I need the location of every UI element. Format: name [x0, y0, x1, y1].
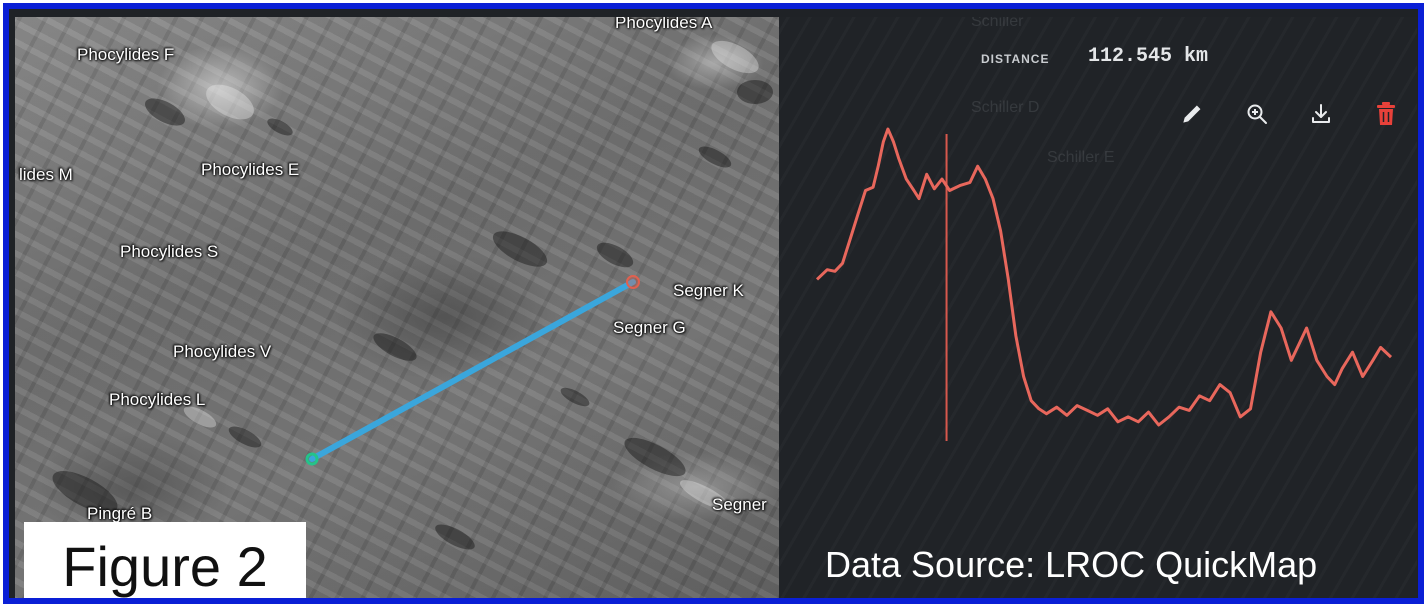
crater: [145, 98, 185, 126]
crater-highlights: [183, 40, 759, 510]
edit-button[interactable]: [1177, 99, 1207, 129]
crater-shadows: [52, 80, 773, 550]
map-label-phocylides-f: Phocylides F: [77, 45, 175, 64]
elevation-profile-chart[interactable]: [779, 17, 1417, 603]
crater: [492, 231, 548, 267]
crater: [596, 242, 634, 268]
crater-rim: [206, 84, 254, 120]
pencil-icon: [1183, 105, 1201, 123]
crater: [624, 437, 686, 477]
crater-rim: [711, 40, 759, 74]
measure-line[interactable]: [309, 279, 636, 462]
map-label-phocylides-v: Phocylides V: [173, 342, 272, 361]
distance-label: DISTANCE: [981, 52, 1050, 66]
ghost-label-schiller-d: Schiller D: [971, 99, 1040, 116]
elevation-series-line: [815, 127, 1393, 427]
map-label-pingre-b: Pingré B: [87, 504, 153, 523]
ghost-label-schiller: Schiller: [971, 17, 1024, 30]
crater: [228, 426, 262, 448]
crater: [435, 524, 475, 550]
download-button[interactable]: [1306, 99, 1336, 129]
lunar-map[interactable]: Phocylides A Phocylides F lides M Phocyl…: [15, 17, 779, 598]
crater: [737, 80, 773, 104]
map-label-segner: Segner: [712, 495, 767, 514]
figure-label: Figure 2: [24, 522, 306, 598]
crater-rim: [183, 406, 217, 428]
map-label-phocylides-e: Phocylides E: [201, 160, 300, 179]
end-marker[interactable]: [626, 275, 640, 289]
ghost-label-schiller-e: Schiller E: [1047, 149, 1115, 166]
crater: [560, 387, 590, 407]
elevation-profile-panel: Schiller Schiller D Schiller E DISTANCE …: [779, 17, 1417, 603]
data-source-label: Data Source: LROC QuickMap: [825, 544, 1318, 585]
map-label-phocylides-a: Phocylides A: [615, 17, 713, 32]
trash-icon: [1377, 102, 1395, 125]
crater: [52, 471, 118, 513]
download-icon: [1312, 104, 1330, 123]
map-label-phocylides-l: Phocylides L: [109, 390, 206, 409]
start-marker[interactable]: [305, 452, 319, 466]
crater: [373, 333, 417, 361]
delete-button[interactable]: [1371, 99, 1401, 129]
zoom-in-icon: [1247, 104, 1267, 124]
map-label-segner-g: Segner G: [613, 318, 686, 337]
map-overlay: [52, 40, 773, 550]
map-label-phocylides-m: lides M: [19, 165, 73, 184]
crater: [267, 118, 293, 136]
map-label-segner-k: Segner K: [673, 281, 744, 300]
map-label-phocylides-s: Phocylides S: [120, 242, 219, 261]
crater: [698, 146, 732, 168]
zoom-button[interactable]: [1242, 99, 1272, 129]
crater-rim: [679, 480, 731, 510]
distance-value: 112.545 km: [1088, 45, 1209, 68]
figure-frame: Phocylides A Phocylides F lides M Phocyl…: [3, 3, 1424, 604]
